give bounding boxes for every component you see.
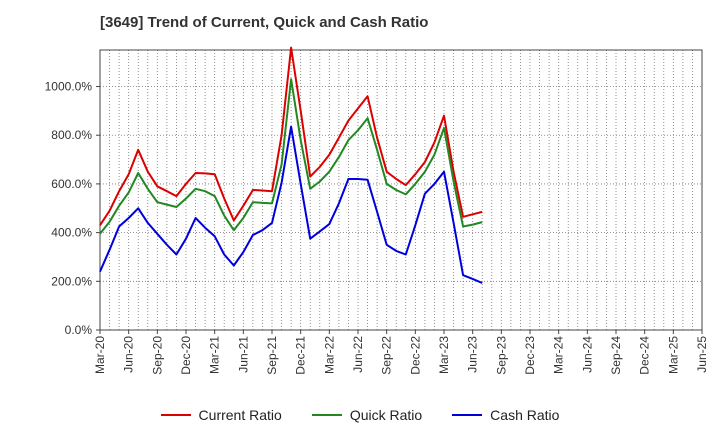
series-line-quick: [99, 78, 483, 235]
series-line-current: [99, 46, 483, 226]
x-tick-label: Dec-21: [294, 336, 308, 375]
legend-item-current-ratio: Current Ratio: [160, 407, 282, 423]
x-tick-label: Sep-20: [150, 336, 164, 375]
x-tick-label: Mar-21: [208, 336, 222, 374]
x-tick-label: Jun-20: [122, 336, 136, 373]
x-tick-label: Sep-22: [380, 336, 394, 375]
legend-label: Current Ratio: [198, 407, 282, 423]
y-tick-label: 1000.0%: [45, 80, 93, 94]
x-tick-label: Mar-20: [93, 336, 107, 374]
legend-label: Cash Ratio: [490, 407, 560, 423]
x-tick-label: Dec-23: [523, 336, 537, 375]
x-tick-label: Jun-21: [236, 336, 250, 373]
y-tick-label: 0.0%: [65, 323, 93, 337]
legend-item-quick-ratio: Quick Ratio: [311, 407, 423, 423]
chart-title: [3649] Trend of Current, Quick and Cash …: [100, 14, 429, 31]
y-tick-label: 600.0%: [51, 177, 92, 191]
x-tick-label: Dec-20: [179, 336, 193, 375]
plot-frame: [99, 49, 703, 331]
x-tick-label: Jun-22: [351, 336, 365, 373]
x-tick-label: Mar-24: [552, 336, 566, 374]
x-tick-label: Sep-24: [609, 336, 623, 375]
x-tick-label: Mar-22: [322, 336, 336, 374]
x-tick-label: Dec-24: [638, 336, 652, 375]
x-tick-label: Mar-25: [666, 336, 680, 374]
legend-swatch-current: [160, 414, 191, 416]
legend-item-cash-ratio: Cash Ratio: [452, 407, 559, 423]
x-tick-label: Jun-24: [580, 336, 594, 373]
x-tick-label: Sep-23: [494, 336, 508, 375]
series-lines: [99, 46, 483, 284]
legend-swatch-quick: [311, 414, 342, 416]
grid: [100, 50, 702, 330]
y-tick-label: 800.0%: [51, 128, 92, 142]
y-tick-label: 400.0%: [51, 226, 92, 240]
legend-swatch-cash: [452, 414, 483, 416]
legend-label: Quick Ratio: [349, 407, 423, 423]
y-tick-label: 200.0%: [51, 274, 92, 288]
x-tick-label: Sep-21: [265, 336, 279, 375]
x-tick-label: Dec-22: [408, 336, 422, 375]
legend: Current Ratio Quick Ratio Cash Ratio: [0, 404, 720, 426]
x-tick-label: Jun-25: [695, 336, 709, 373]
x-tick-label: Mar-23: [437, 336, 451, 374]
x-tick-label: Jun-23: [466, 336, 480, 373]
series-line-cash: [99, 125, 483, 284]
axes: 0.0% 200.0% 400.0% 600.0% 800.0% 1000.0% Mar-2…: [45, 49, 709, 375]
